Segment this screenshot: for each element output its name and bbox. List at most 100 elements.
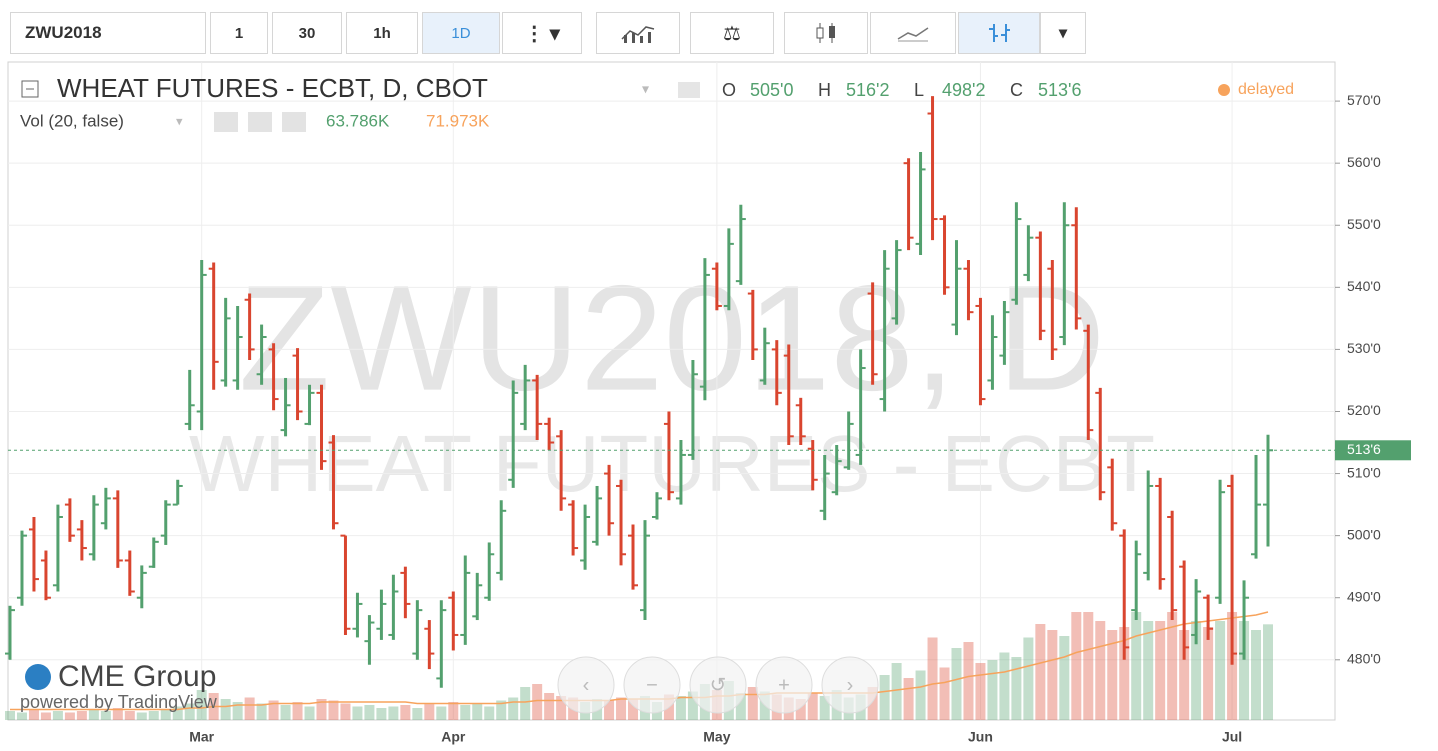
- volume-bar: [460, 705, 471, 720]
- volume-bar: [88, 709, 99, 720]
- volume-bar: [376, 708, 387, 720]
- x-tick-label: Jun: [968, 729, 993, 745]
- volume-bar: [340, 703, 351, 720]
- symbol-box[interactable]: ZWU2018: [10, 12, 206, 54]
- ohlc-key: L: [914, 80, 924, 100]
- volume-bar: [939, 667, 950, 720]
- nav-button[interactable]: [755, 656, 813, 714]
- volume-bar: [987, 660, 998, 720]
- volume-bar: [675, 696, 686, 720]
- volume-bar: [927, 637, 938, 720]
- volume-bar: [1083, 612, 1094, 720]
- volume-bar: [436, 706, 447, 720]
- y-tick-label: 550'0: [1347, 216, 1381, 232]
- interval-button-active[interactable]: 1D: [422, 12, 500, 54]
- volume-bar: [484, 706, 495, 720]
- interval-button[interactable]: 1h: [346, 12, 418, 54]
- volume-bar: [388, 706, 399, 720]
- volume-bar: [532, 684, 543, 720]
- y-tick-label: 570'0: [1347, 92, 1381, 108]
- volume-bar: [196, 690, 207, 720]
- volume-bar: [807, 693, 818, 720]
- interval-button[interactable]: 1: [210, 12, 268, 54]
- ohlc-value: 513'6: [1038, 80, 1081, 100]
- nav-button[interactable]: [557, 656, 615, 714]
- volume-bar: [64, 712, 75, 720]
- volume-bar: [628, 699, 639, 720]
- candles-button[interactable]: [784, 12, 868, 54]
- volume-bar: [280, 705, 291, 720]
- volume-bar: [76, 711, 87, 720]
- nav-button[interactable]: [623, 656, 681, 714]
- volume-bar: [819, 696, 830, 720]
- volume-bar: [256, 703, 267, 720]
- chart-title: WHEAT FUTURES - ECBT, D, CBOT: [57, 73, 488, 103]
- volume-menu: ▾: [176, 113, 183, 128]
- volume-bar: [999, 652, 1010, 720]
- volume-bar: [544, 693, 555, 720]
- volume-bar: [304, 706, 315, 720]
- volume-bar: [328, 700, 339, 720]
- volume-bar: [1071, 612, 1082, 720]
- nav-button[interactable]: [689, 656, 747, 714]
- last-price-box: [1335, 440, 1411, 461]
- volume-bar: [687, 691, 698, 720]
- volume-bar: [616, 697, 627, 720]
- volume-bar: [915, 670, 926, 720]
- nav-icon: ‹: [583, 674, 590, 696]
- last-price-label: 513'6: [1347, 441, 1381, 457]
- line-button[interactable]: [870, 12, 956, 54]
- collapse-icon: [21, 80, 39, 98]
- ohlc-key: O: [722, 80, 736, 100]
- x-tick-label: Apr: [441, 729, 466, 745]
- y-tick-label: 520'0: [1347, 402, 1381, 418]
- y-tick-label: 500'0: [1347, 526, 1381, 542]
- volume-bar: [1215, 621, 1226, 720]
- more-button[interactable]: ⋮ ▾: [502, 12, 582, 54]
- ohlc-value: 498'2: [942, 80, 985, 100]
- volume-bar: [448, 702, 459, 720]
- volume-bar: [1227, 612, 1238, 720]
- volume-bar: [100, 711, 111, 720]
- nav-button[interactable]: [821, 656, 879, 714]
- volume-bar: [1251, 630, 1262, 720]
- icon: [989, 24, 1010, 42]
- x-tick-label: Jul: [1222, 729, 1242, 745]
- bars-button-active[interactable]: [958, 12, 1040, 54]
- volume-bar: [1119, 627, 1130, 720]
- volume-bar: [412, 708, 423, 720]
- status: delayed: [1238, 81, 1294, 98]
- volume-icon: [214, 112, 238, 132]
- volume-bar: [1035, 624, 1046, 720]
- volume-bar: [28, 709, 39, 720]
- volume-bar: [795, 699, 806, 720]
- y-tick-label: 480'0: [1347, 650, 1381, 666]
- dropdown-button[interactable]: ▾: [1040, 12, 1086, 54]
- volume-bar: [1143, 621, 1154, 720]
- y-tick-label: 560'0: [1347, 154, 1381, 170]
- ohlc-value: 505'0: [750, 80, 793, 100]
- volume-bar: [735, 693, 746, 720]
- indicator-button[interactable]: [596, 12, 680, 54]
- volume-bar: [232, 702, 243, 720]
- y-tick-label: 510'0: [1347, 464, 1381, 480]
- interval-button[interactable]: 30: [272, 12, 342, 54]
- volume-icon: [248, 112, 272, 132]
- chart-frame: [7, 61, 1336, 721]
- volume-bar: [136, 712, 147, 720]
- watermark: ZWU2018, D: [239, 254, 1106, 422]
- ohlc-key: H: [818, 80, 831, 100]
- volume-bar: [184, 703, 195, 720]
- volume-bar: [1011, 657, 1022, 720]
- volume-bar: [316, 699, 327, 720]
- volume-bar: [1095, 621, 1106, 720]
- volume-bar: [400, 705, 411, 720]
- volume-bar: [268, 700, 279, 720]
- compare-button[interactable]: ⚖: [690, 12, 774, 54]
- volume-bar: [172, 706, 183, 720]
- volume-bar: [879, 675, 890, 720]
- volume-bar: [903, 678, 914, 720]
- ohlc-key: C: [1010, 80, 1023, 100]
- volume-bar: [951, 648, 962, 720]
